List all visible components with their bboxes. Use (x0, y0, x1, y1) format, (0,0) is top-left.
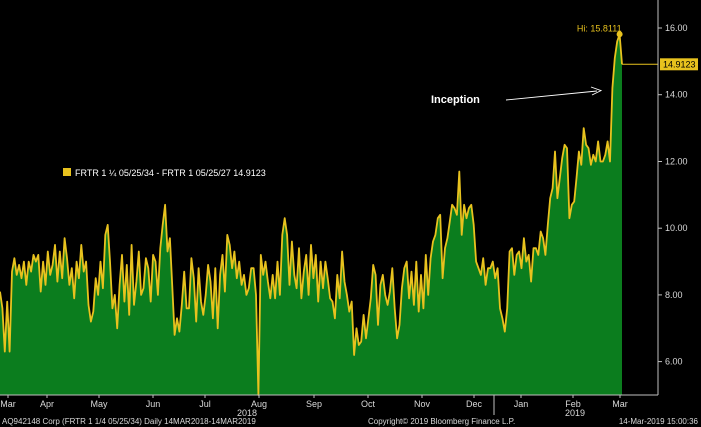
y-tick-label: 12.00 (665, 157, 688, 167)
plot-layer: Hi: 15.8111 (0, 23, 658, 396)
last-value-tag (660, 58, 698, 71)
axis-layer: 6.00 8.00 10.00 12.00 14.00 16.00 14.9123 Mar Ap… (0, 0, 698, 418)
x-tick-label: Jun (146, 399, 161, 409)
x-tick-label: Nov (414, 399, 431, 409)
inception-annotation: Inception (431, 86, 603, 106)
series-line (0, 33, 623, 396)
x-tick-label: Jul (199, 399, 211, 409)
x-tick-label: Dec (466, 399, 483, 409)
footer-center: Copyright© 2019 Bloomberg Finance L.P. (368, 417, 515, 426)
x-tick-label: Mar (612, 399, 628, 409)
high-marker (616, 31, 623, 38)
footer: AQ942148 Corp (FRTR 1 1/4 05/25/34) Dail… (2, 417, 699, 426)
y-tick-label: 14.00 (665, 90, 688, 100)
y-tick-label: 6.00 (665, 357, 683, 367)
high-label: Hi: 15.8111 (577, 23, 622, 33)
x-tick-label: Feb (565, 399, 581, 409)
legend-swatch (63, 168, 71, 176)
annotation-text: Inception (431, 94, 480, 106)
x-tick-label: Sep (306, 399, 322, 409)
x-tick-label: Apr (40, 399, 54, 409)
footer-right: 14-Mar-2019 15:00:36 (619, 417, 699, 426)
footer-left: AQ942148 Corp (FRTR 1 1/4 05/25/34) Dail… (2, 417, 256, 426)
x-tick-label: Jan (514, 399, 529, 409)
x-tick-label: Oct (361, 399, 376, 409)
chart-legend: FRTR 1 ¼ 05/25/34 - FRTR 1 05/25/27 14.9… (63, 168, 266, 178)
y-tick-label: 16.00 (665, 23, 688, 33)
x-tick-label: Aug (251, 399, 267, 409)
year-label: 2018 (237, 408, 257, 418)
legend-label: FRTR 1 ¼ 05/25/34 - FRTR 1 05/25/27 14.9… (75, 168, 266, 178)
x-tick-label: May (90, 399, 108, 409)
annotation-arrow-line (505, 90, 598, 101)
last-value-label: 14.9123 (663, 59, 696, 69)
year-label: 2019 (565, 408, 585, 418)
series-area-fill (0, 34, 622, 396)
x-tick-label: Mar (0, 399, 16, 409)
y-tick-label: 8.00 (665, 290, 683, 300)
y-tick-label: 10.00 (665, 223, 688, 233)
annotation-arrow-head (590, 86, 603, 96)
